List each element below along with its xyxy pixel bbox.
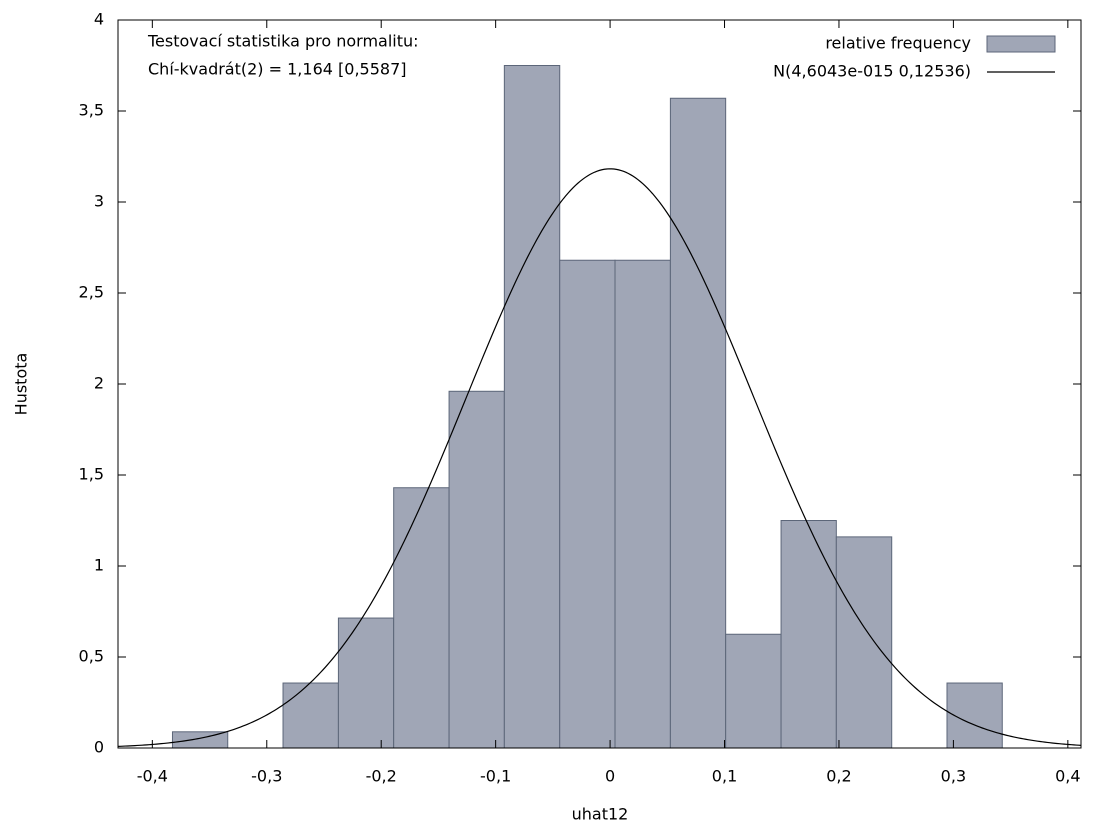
x-tick-label: 0,4 [1055, 767, 1080, 786]
bar [725, 633, 782, 749]
annotation: Testovací statistika pro normalitu: [147, 32, 419, 51]
bar [669, 97, 727, 749]
bar [835, 536, 893, 749]
bar [559, 259, 616, 749]
x-tick-label: 0 [605, 767, 615, 786]
y-axis-label: Hustota [12, 353, 31, 416]
y-tick-label: 1 [94, 556, 104, 575]
normal-curve [117, 168, 1082, 747]
x-tick-label: -0,3 [251, 767, 282, 786]
x-axis-label: uhat12 [572, 805, 629, 824]
bar [503, 65, 561, 749]
y-tick-label: 2,5 [79, 283, 104, 302]
y-tick-label: 3 [94, 192, 104, 211]
annotation: Chí-kvadrát(2) = 1,164 [0,5587] [148, 60, 406, 79]
bar [614, 259, 671, 749]
x-tick-label: -0,2 [366, 767, 397, 786]
x-tick-label: 0,3 [941, 767, 966, 786]
y-tick-label: 0,5 [79, 647, 104, 666]
bar [780, 520, 837, 749]
bar [393, 487, 450, 749]
y-tick-label: 3,5 [79, 101, 104, 120]
y-tick-label: 2 [94, 374, 104, 393]
y-tick-label: 1,5 [79, 465, 104, 484]
legend-label: relative frequency [825, 34, 971, 53]
y-tick-label: 4 [94, 10, 104, 29]
x-tick-label: -0,4 [137, 767, 168, 786]
legend-swatch [986, 35, 1056, 53]
legend-label: N(4,6043e-015 0,12536) [773, 62, 971, 81]
bar [337, 617, 395, 749]
x-tick-label: -0,1 [480, 767, 511, 786]
bar [448, 390, 505, 749]
y-tick-label: 0 [94, 738, 104, 757]
x-tick-label: 0,2 [826, 767, 851, 786]
x-tick-label: 0,1 [712, 767, 737, 786]
bar [946, 682, 1003, 749]
bar [282, 682, 339, 749]
